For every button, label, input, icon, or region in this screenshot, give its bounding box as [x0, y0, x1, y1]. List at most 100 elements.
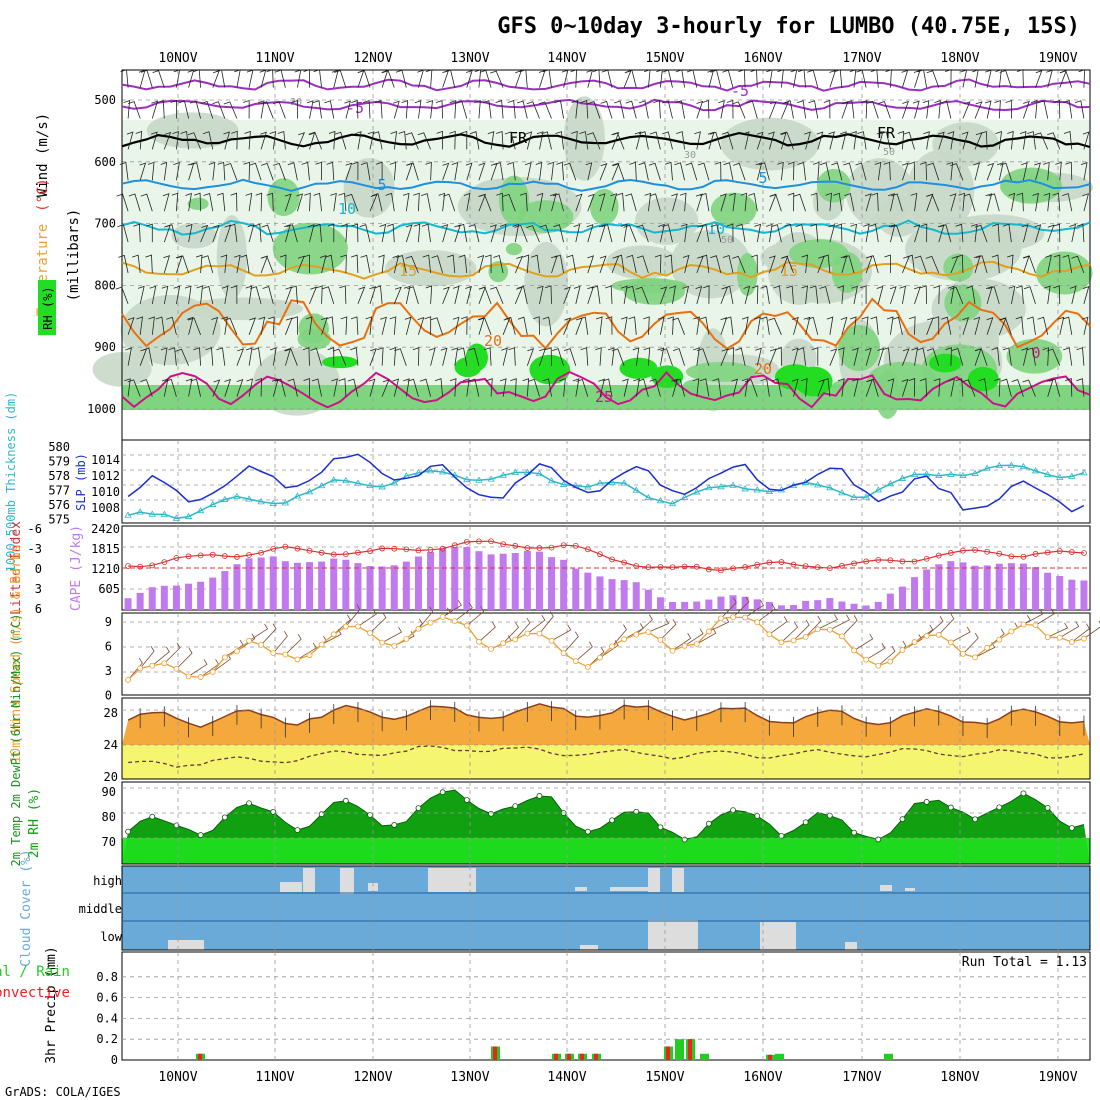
wind-barb: [351, 223, 359, 243]
wind-barb: [465, 285, 472, 305]
wind-barb: [973, 255, 981, 274]
wind-barb: [863, 223, 870, 243]
rh-blob-bright: [322, 356, 358, 369]
wind-barb: [230, 192, 238, 212]
wind-barb: [901, 162, 909, 181]
slp-line: [127, 453, 1085, 513]
cape-bar: [281, 561, 289, 610]
wind-barb: [625, 100, 637, 119]
wind-barb: [236, 348, 245, 366]
wind-barb: [514, 70, 522, 88]
wind-barb: [563, 348, 577, 366]
wind-barb: [417, 316, 425, 335]
wind-barb: [611, 163, 620, 181]
wind-barb: [876, 131, 884, 150]
wind-barb: [616, 192, 625, 212]
wind-barb: [958, 192, 965, 212]
wind-barb: [1080, 162, 1088, 181]
wind-barb: [185, 223, 193, 243]
wind-barb: [376, 347, 384, 366]
precip-panel: 0 0.2 0.4 0.6 0.8 Run Total = 1.13 3hr Precip …: [0, 946, 1091, 1067]
wind-barb: [973, 162, 980, 181]
wind-barb: [610, 193, 618, 212]
thickness-point: [765, 487, 774, 495]
date-label-top: 13NOV: [450, 51, 489, 66]
wind-barb: [636, 255, 649, 274]
wind-barb: [374, 100, 383, 119]
wind-barb: [136, 316, 143, 335]
wind-speed-point: [439, 613, 446, 620]
wind-speed-point: [330, 631, 337, 638]
wind-barb: [447, 254, 456, 274]
wind-barb: [933, 285, 940, 304]
cape-bar: [499, 553, 507, 610]
wind-barb: [358, 69, 371, 88]
rh-point: [705, 820, 712, 827]
wind-barb-10m: [635, 614, 653, 635]
wind-barb: [586, 224, 594, 243]
wind-barb: [1034, 132, 1049, 150]
wind-barb: [697, 162, 710, 181]
wind-barb: [738, 69, 746, 88]
cape-bar: [983, 565, 991, 610]
rh-point: [947, 804, 954, 811]
wind-barb-10m: [611, 624, 627, 647]
wind-barb: [718, 100, 725, 119]
cloud-block: [760, 922, 796, 950]
wind-speed-point: [427, 619, 434, 626]
lifted-point: [1044, 549, 1051, 556]
slp-tick-label: 1008: [91, 501, 120, 515]
rh-blob-mid: [670, 230, 751, 299]
precip-tick-label: 0.4: [96, 1011, 118, 1025]
wind-barb: [495, 100, 504, 119]
wind-barb: [354, 131, 362, 150]
wind-barb: [726, 99, 734, 119]
wind-barb: [662, 69, 673, 88]
wind-barb: [224, 162, 238, 181]
wind-barb: [261, 224, 274, 243]
wind-barb: [502, 193, 516, 212]
wind-barb: [840, 255, 848, 274]
wind-barb: [1008, 285, 1016, 304]
wind-speed-point: [500, 640, 507, 647]
cape-bar: [1007, 563, 1015, 610]
precip-bar-total: [675, 1039, 684, 1060]
thickness-point: [124, 511, 132, 518]
wind-barb: [591, 285, 601, 304]
wind-barb: [849, 69, 857, 88]
wind-barb-10m: [1047, 622, 1069, 638]
wind-barb: [748, 192, 758, 212]
wind-barb: [389, 347, 397, 366]
wind-barb: [623, 224, 637, 243]
wind-barb: [462, 378, 470, 397]
wind-barb: [442, 193, 456, 212]
wind-barb: [196, 285, 203, 304]
wind-barb: [1078, 69, 1086, 88]
wind-barb: [517, 285, 528, 304]
wind-barb: [307, 224, 315, 243]
wind-speed-point: [730, 614, 736, 621]
wind-barb: [937, 224, 945, 243]
lifted-tick-label: -6: [28, 522, 42, 536]
date-label-bottom: 12NOV: [353, 1070, 392, 1085]
cape-bar: [862, 605, 870, 610]
wind-barb: [722, 254, 734, 274]
wind-barb: [524, 162, 532, 181]
wind-barb: [961, 131, 969, 150]
wind-barb: [999, 162, 1012, 181]
rh-point: [221, 814, 228, 821]
wind-barb: [426, 100, 433, 119]
wind-barb: [600, 100, 613, 119]
wind-barb: [777, 161, 784, 181]
wind-barb: [413, 192, 420, 212]
wind-barb: [202, 285, 214, 304]
cape-bar: [390, 565, 398, 610]
wind-barb: [552, 348, 564, 366]
thickness-point: [983, 464, 991, 471]
temp-tick-label: 28: [104, 706, 118, 720]
lifted-point: [984, 548, 991, 555]
lifted-point: [572, 542, 579, 549]
wind-barb: [1062, 193, 1073, 212]
wind-barb-10m: [260, 623, 277, 646]
wind-barb: [477, 316, 485, 335]
